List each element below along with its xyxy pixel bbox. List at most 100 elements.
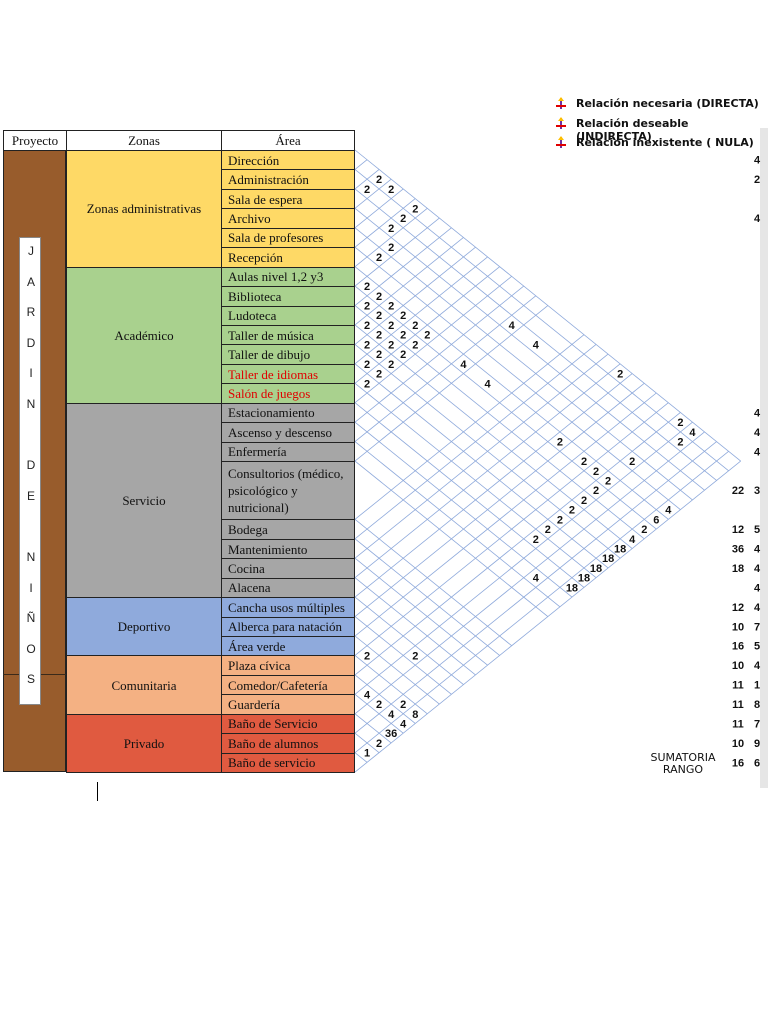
area-cell: Salón de juegos: [221, 383, 355, 404]
zone-cell: Privado: [66, 713, 222, 774]
sum-value: 2: [754, 174, 760, 186]
grid-line: [354, 392, 657, 637]
relation-value: 18: [602, 553, 614, 565]
header-cell: Área: [221, 130, 355, 151]
rank-value: 12: [732, 602, 744, 614]
grid-line: [354, 198, 416, 248]
legend-item: Relación necesaria (DIRECTA): [576, 97, 759, 110]
grid-line: [354, 208, 428, 267]
grid-line: [354, 169, 380, 190]
relation-value: 18: [578, 573, 590, 585]
project-letter: N: [26, 550, 36, 564]
grid-line: [354, 188, 404, 229]
rank-value: 36: [732, 544, 744, 556]
sum-value: 7: [754, 718, 760, 730]
relation-value: 2: [641, 524, 647, 536]
sum-value: 4: [754, 660, 761, 672]
project-letter: Ñ: [26, 611, 36, 626]
grid-line: [354, 451, 729, 753]
zone-cell: Académico: [66, 266, 222, 404]
relation-value: 2: [629, 456, 635, 468]
grid-line: [354, 246, 476, 345]
relation-value: 2: [557, 514, 563, 526]
relation-value: 1: [364, 748, 370, 760]
relation-value: 2: [593, 466, 599, 478]
area-cell: Alberca para natación: [221, 616, 355, 637]
project-letter: D: [26, 458, 36, 473]
relation-value: 2: [376, 174, 382, 186]
sum-value: 4: [754, 544, 761, 556]
sum-value: 7: [754, 621, 760, 633]
zone-cell: Zonas administrativas: [66, 150, 222, 268]
legend-icon: [556, 97, 566, 109]
grid-line: [354, 421, 693, 695]
sum-value: 5: [754, 641, 760, 653]
project-letter: I: [29, 366, 33, 381]
area-cell: Ludoteca: [221, 305, 355, 326]
legend-item: Relación deseable (INDIRECTA): [576, 117, 689, 143]
sum-value: 4: [754, 213, 761, 225]
relation-value: 2: [388, 339, 394, 351]
grid-line: [354, 373, 633, 598]
rank-value: 11: [732, 699, 744, 711]
relation-value: 4: [388, 709, 395, 721]
relation-value: 2: [364, 359, 370, 371]
area-cell: Baño de servicio: [221, 752, 355, 774]
relation-value: 4: [364, 689, 371, 701]
rank-value: 10: [732, 621, 744, 633]
grid-line: [354, 159, 368, 170]
area-cell: Mantenimiento: [221, 538, 355, 560]
area-cell: Ascenso y descenso: [221, 422, 355, 443]
relation-value: 2: [376, 349, 382, 361]
legend-icon: [556, 117, 566, 129]
area-cell: Cocina: [221, 558, 355, 579]
project-letter: D: [26, 335, 36, 350]
grid-line: [354, 460, 741, 773]
project-letter: J: [28, 244, 34, 258]
grid-line: [354, 266, 500, 384]
relation-value: 2: [605, 475, 611, 487]
grid-line: [354, 519, 512, 647]
relation-value: 2: [364, 281, 370, 293]
grid-line: [354, 402, 669, 656]
relation-value: 2: [412, 320, 418, 332]
grid-line: [354, 353, 609, 559]
sum-value: 4: [754, 563, 761, 575]
legend-icons: [556, 97, 566, 148]
grid-line: [354, 363, 621, 578]
relation-value: 2: [533, 534, 539, 546]
area-cell: Sala de profesores: [221, 227, 355, 249]
sum-value: 5: [754, 524, 760, 536]
project-letter: A: [26, 274, 35, 289]
grid-line: [354, 635, 440, 705]
relation-value: 4: [509, 320, 516, 332]
relation-value: 2: [677, 417, 683, 429]
area-cell: Comedor/Cafetería: [221, 674, 355, 696]
relation-value: 4: [665, 505, 672, 517]
area-cell: Guardería: [221, 694, 355, 715]
relation-value: 4: [689, 427, 696, 439]
relation-value: 2: [388, 223, 394, 235]
totals-caption: SUMATORIA RANGO: [644, 752, 722, 776]
relation-value: 2: [400, 213, 406, 225]
grid-line: [354, 363, 609, 569]
header-cell: Zonas: [66, 130, 222, 151]
rank-value: 11: [732, 680, 744, 692]
relation-value: 18: [590, 563, 602, 575]
relation-value: 2: [593, 485, 599, 497]
grid-line: [354, 431, 705, 715]
rank-value: 10: [732, 738, 744, 750]
sum-label: SUMATORIA: [650, 751, 716, 764]
relation-value: 2: [412, 650, 418, 662]
project-letter: S: [26, 672, 35, 687]
sum-value: 8: [754, 699, 760, 711]
rank-value: 16: [732, 641, 744, 653]
grid-line: [354, 178, 392, 209]
rank-value: 10: [732, 660, 744, 672]
relation-value: 2: [424, 330, 430, 342]
grid-line: [354, 217, 440, 287]
area-cell: Aulas nivel 1,2 y3: [221, 266, 355, 288]
relation-value: 6: [653, 514, 659, 526]
grid-line: [354, 188, 717, 481]
grid-line: [354, 596, 464, 685]
